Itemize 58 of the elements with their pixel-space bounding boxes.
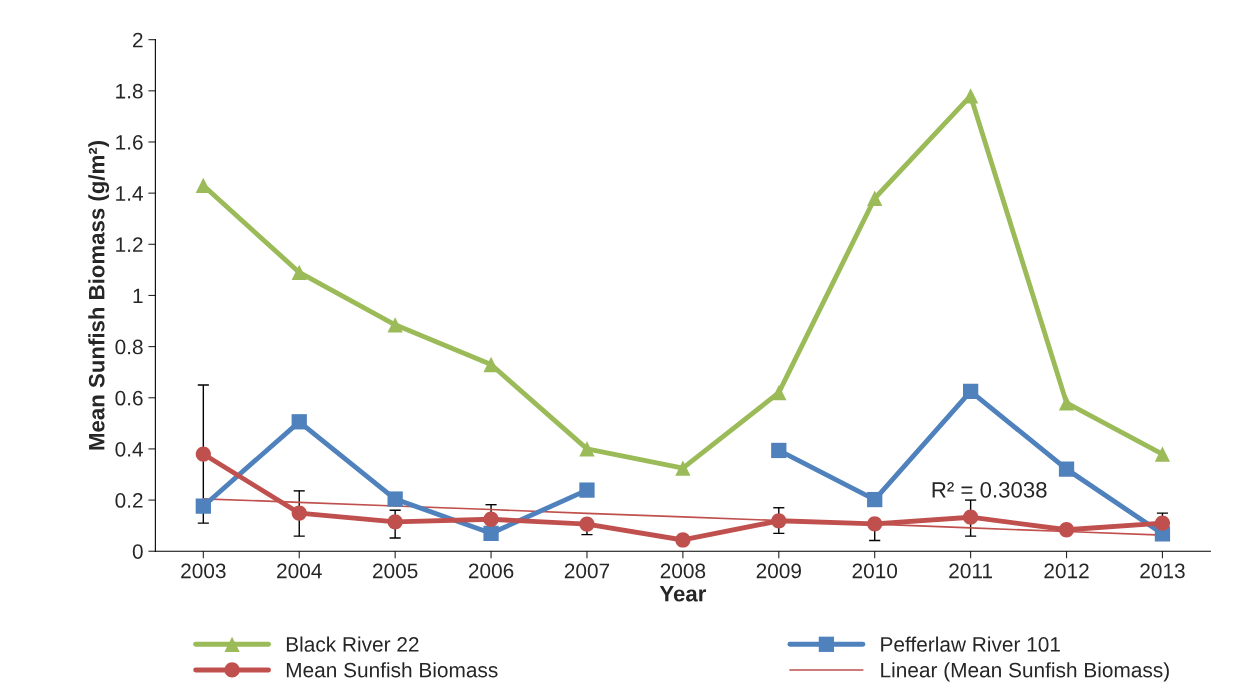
point: [962, 509, 979, 525]
y-tick-label: 1: [133, 288, 143, 303]
x-tick-label: 2010: [852, 563, 898, 579]
point: [387, 317, 403, 333]
x-tick-label: 2011: [949, 563, 993, 579]
y-tick-label: 0.6: [115, 390, 143, 406]
point: [771, 385, 787, 401]
point: [483, 525, 499, 541]
point: [387, 514, 403, 530]
legend-label: Pefferlaw River 101: [881, 636, 1060, 652]
x-tick-label: 2007: [564, 563, 610, 579]
point: [771, 442, 787, 459]
point: [483, 356, 499, 373]
y-tick-label: 2: [133, 32, 143, 48]
point: [195, 446, 211, 462]
point: [291, 264, 307, 281]
y-tick-label: 1.6: [116, 134, 143, 150]
legend-label: Linear (Mean Sunfish Biomass): [881, 662, 1169, 682]
point: [291, 505, 307, 521]
point: [1058, 395, 1075, 411]
point: [579, 482, 595, 498]
point: [387, 491, 403, 507]
point: [675, 532, 691, 548]
point: [1154, 515, 1171, 531]
x-tick-label: 2009: [756, 563, 801, 579]
point: [195, 498, 211, 514]
annotation: R² = 0.3038: [932, 482, 1047, 498]
y-tick-label: 1.2: [116, 237, 143, 252]
x-axis-title: Year: [659, 586, 707, 602]
x-tick-label: 2008: [660, 563, 706, 579]
x-tick-label: 2012: [1044, 563, 1089, 579]
x-tick-label: 2003: [181, 563, 226, 579]
y-axis-title: Mean Sunfish Biomass (g/m²): [88, 140, 110, 450]
point: [483, 511, 499, 527]
point: [1154, 446, 1171, 462]
x-tick-label: 2013: [1140, 563, 1185, 579]
point: [1058, 522, 1075, 538]
point: [867, 190, 883, 206]
y-tick-label: 0: [132, 544, 143, 559]
x-tick-label: 2006: [468, 563, 514, 579]
point: [867, 491, 883, 508]
y-tick-label: 0.4: [115, 441, 143, 457]
point: [771, 513, 787, 529]
x-tick-label: 2004: [277, 563, 322, 579]
point: [867, 516, 883, 532]
point: [579, 441, 595, 457]
point: [1058, 461, 1075, 477]
point: [675, 460, 691, 476]
point: [579, 516, 595, 532]
y-tick-label: 1.8: [116, 83, 143, 99]
y-tick-label: 0.8: [115, 339, 143, 355]
legend-label: Black River 22: [286, 636, 419, 652]
y-tick-label: 0.2: [115, 493, 143, 508]
y-tick-label: 1.4: [116, 186, 143, 201]
legend-label: Mean Sunfish Biomass: [286, 662, 498, 678]
point: [291, 414, 307, 430]
x-tick-label: 2005: [373, 563, 418, 579]
point: [962, 383, 979, 400]
